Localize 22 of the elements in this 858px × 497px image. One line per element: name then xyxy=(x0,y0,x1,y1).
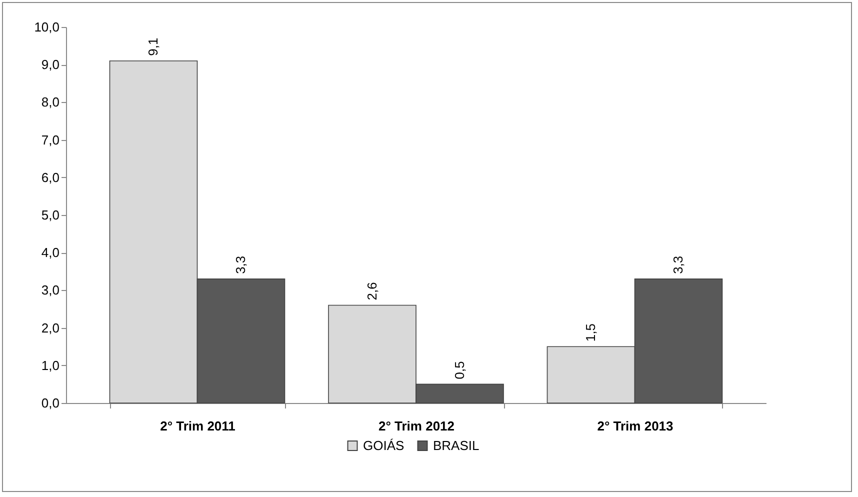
x-tick-label: 2° Trim 2013 xyxy=(597,418,674,434)
y-tick-label: 4,0 xyxy=(41,245,60,260)
data-label: 2,6 xyxy=(364,282,380,300)
y-tick-label: 6,0 xyxy=(41,170,60,185)
legend-label: BRASIL xyxy=(433,438,480,453)
y-tick-label: 0,0 xyxy=(41,396,60,410)
data-label: 3,3 xyxy=(233,256,248,274)
x-tick-label: 2° Trim 2012 xyxy=(378,418,455,434)
y-tick-label: 7,0 xyxy=(41,132,60,148)
x-tick-label: 2° Trim 2011 xyxy=(160,418,236,434)
y-tick-label: 9,0 xyxy=(41,57,60,72)
data-label: 0,5 xyxy=(452,361,467,380)
data-label: 9,1 xyxy=(146,38,160,56)
y-tick-label: 1,0 xyxy=(41,358,60,373)
data-label: 1,5 xyxy=(583,324,598,342)
y-tick-label: 3,0 xyxy=(41,282,60,298)
legend-label: GOIÁS xyxy=(363,438,405,453)
y-tick-label: 10,0 xyxy=(34,20,60,34)
y-tick-label: 5,0 xyxy=(41,208,60,222)
y-tick-label: 8,0 xyxy=(41,94,60,110)
y-tick-label: 2,0 xyxy=(41,320,60,336)
data-label: 3,3 xyxy=(670,256,686,274)
